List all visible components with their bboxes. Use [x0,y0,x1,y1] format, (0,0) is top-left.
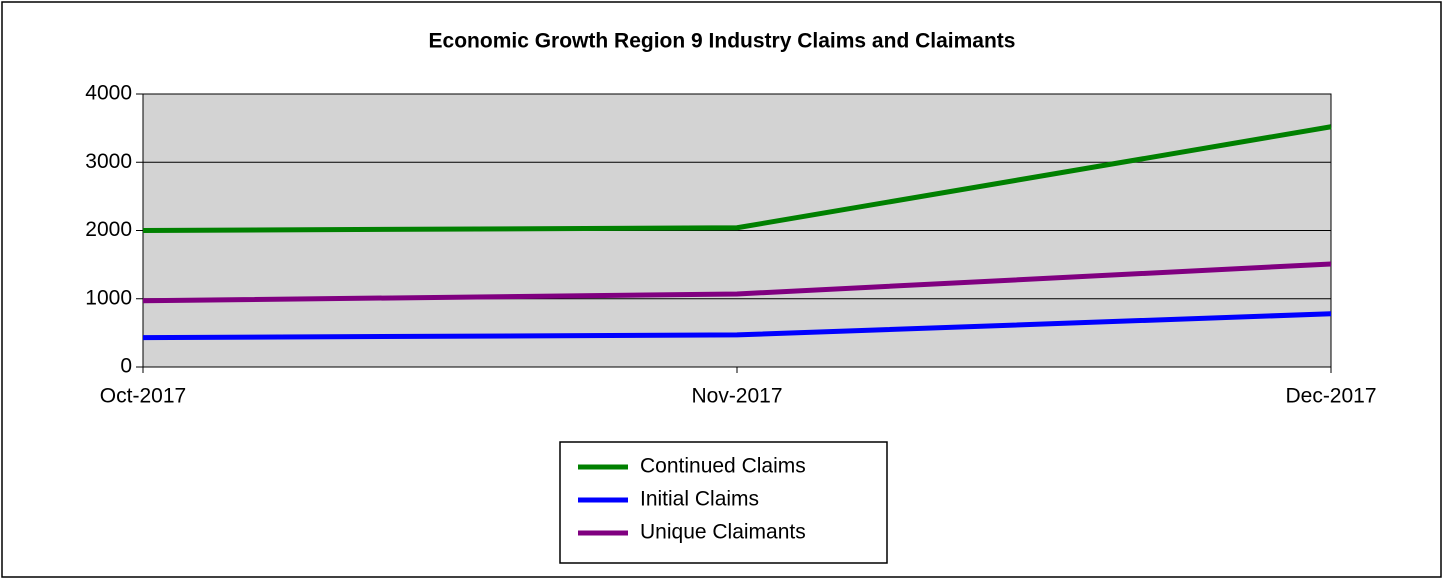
series-line [142,124,1332,233]
x-tick-label: Oct-2017 [100,385,186,408]
x-tick-label: Dec-2017 [1285,385,1376,408]
y-tick-label: 4000 [85,82,132,105]
legend-label: Unique Claimants [640,521,806,544]
y-tick-label: 3000 [85,150,132,173]
y-tick-label: 1000 [85,286,132,309]
y-tick-label: 2000 [85,218,132,241]
y-tick-label: 0 [120,355,132,378]
x-tick-label: Nov-2017 [691,385,782,408]
series-line [142,261,1332,304]
series-line [142,311,1332,341]
chart-title: Economic Growth Region 9 Industry Claims… [429,30,1016,53]
legend-label: Continued Claims [640,455,806,478]
legend-label: Initial Claims [640,488,759,511]
